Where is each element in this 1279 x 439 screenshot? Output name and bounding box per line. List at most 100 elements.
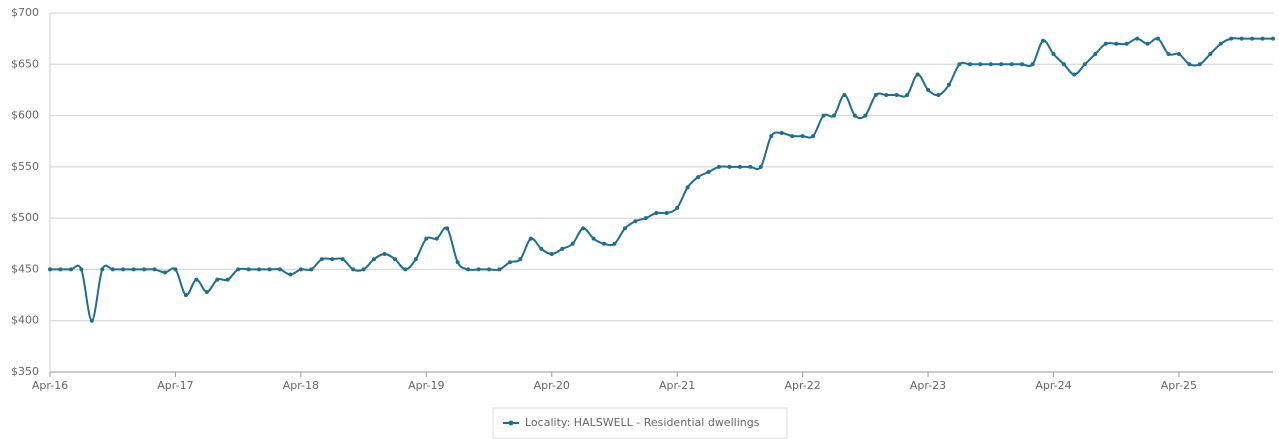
point (1187, 62, 1192, 67)
point (152, 267, 157, 272)
point (926, 87, 931, 92)
point (204, 289, 209, 294)
point (277, 267, 282, 272)
point (351, 267, 356, 272)
point (1103, 41, 1108, 46)
point (936, 93, 941, 98)
x-tick-label: Apr-18 (283, 379, 319, 392)
point (225, 277, 230, 282)
y-tick-label: $650 (11, 57, 39, 70)
point (1271, 36, 1275, 41)
point (800, 134, 805, 139)
point (382, 252, 387, 257)
y-tick-label: $550 (11, 160, 39, 173)
point (852, 113, 857, 118)
point (873, 93, 878, 98)
x-tick-label: Apr-23 (910, 379, 946, 392)
point (288, 272, 293, 277)
point (1260, 36, 1265, 41)
point (706, 169, 711, 174)
point (716, 164, 721, 169)
point (183, 293, 188, 298)
point (612, 241, 617, 246)
point (1208, 52, 1213, 57)
point (298, 267, 303, 272)
point (340, 257, 345, 262)
point (89, 318, 94, 323)
point (978, 62, 983, 67)
point (110, 267, 115, 272)
x-tick-label: Apr-17 (157, 379, 193, 392)
point (1093, 52, 1098, 57)
x-tick-label: Apr-20 (534, 379, 570, 392)
point (507, 260, 512, 265)
point (1124, 41, 1129, 46)
x-tick-label: Apr-22 (784, 379, 820, 392)
point (831, 113, 836, 118)
point (455, 260, 460, 265)
point (790, 134, 795, 139)
point (1061, 62, 1066, 67)
point (1239, 36, 1244, 41)
y-tick-label: $700 (11, 6, 39, 19)
point (633, 219, 638, 224)
legend-label: Locality: HALSWELL - Residential dwellin… (525, 416, 760, 429)
x-tick-label: Apr-25 (1161, 379, 1197, 392)
point (622, 226, 627, 231)
point (319, 257, 324, 262)
point (654, 211, 659, 216)
point (1009, 62, 1014, 67)
point (236, 267, 241, 272)
point (1041, 38, 1046, 43)
point (1114, 41, 1119, 46)
point (1166, 52, 1171, 57)
point (413, 257, 418, 262)
point (894, 93, 899, 98)
x-tick-label: Apr-16 (32, 379, 68, 392)
point (434, 236, 439, 241)
point (842, 93, 847, 98)
point (769, 134, 774, 139)
y-tick-label: $450 (11, 262, 39, 275)
point (173, 267, 178, 272)
point (696, 175, 701, 180)
point (48, 267, 52, 272)
point (1176, 52, 1181, 57)
line (50, 37, 1273, 322)
point (131, 267, 136, 272)
point (905, 93, 910, 98)
point (267, 267, 272, 272)
point (194, 277, 199, 282)
point (675, 205, 680, 210)
x-tick-label: Apr-21 (659, 379, 695, 392)
point (591, 236, 596, 241)
point (476, 267, 481, 272)
point (257, 267, 262, 272)
point (581, 226, 586, 231)
point (602, 241, 607, 246)
point (967, 62, 972, 67)
point (560, 246, 565, 251)
point (445, 226, 450, 231)
point (570, 241, 575, 246)
point (643, 216, 648, 221)
point (779, 131, 784, 136)
point (946, 82, 951, 87)
point (863, 113, 868, 118)
point (1051, 52, 1056, 57)
legend-marker (508, 420, 514, 426)
point (403, 267, 408, 272)
x-tick-label: Apr-19 (408, 379, 444, 392)
y-tick-label: $600 (11, 109, 39, 122)
point (1197, 62, 1202, 67)
point (1135, 36, 1140, 41)
point (309, 267, 314, 272)
point (142, 267, 147, 272)
point (68, 267, 73, 272)
point (58, 267, 63, 272)
point (528, 236, 533, 241)
point (664, 211, 669, 216)
point (1145, 41, 1150, 46)
x-tick-label: Apr-24 (1035, 379, 1071, 392)
point (1082, 62, 1087, 67)
